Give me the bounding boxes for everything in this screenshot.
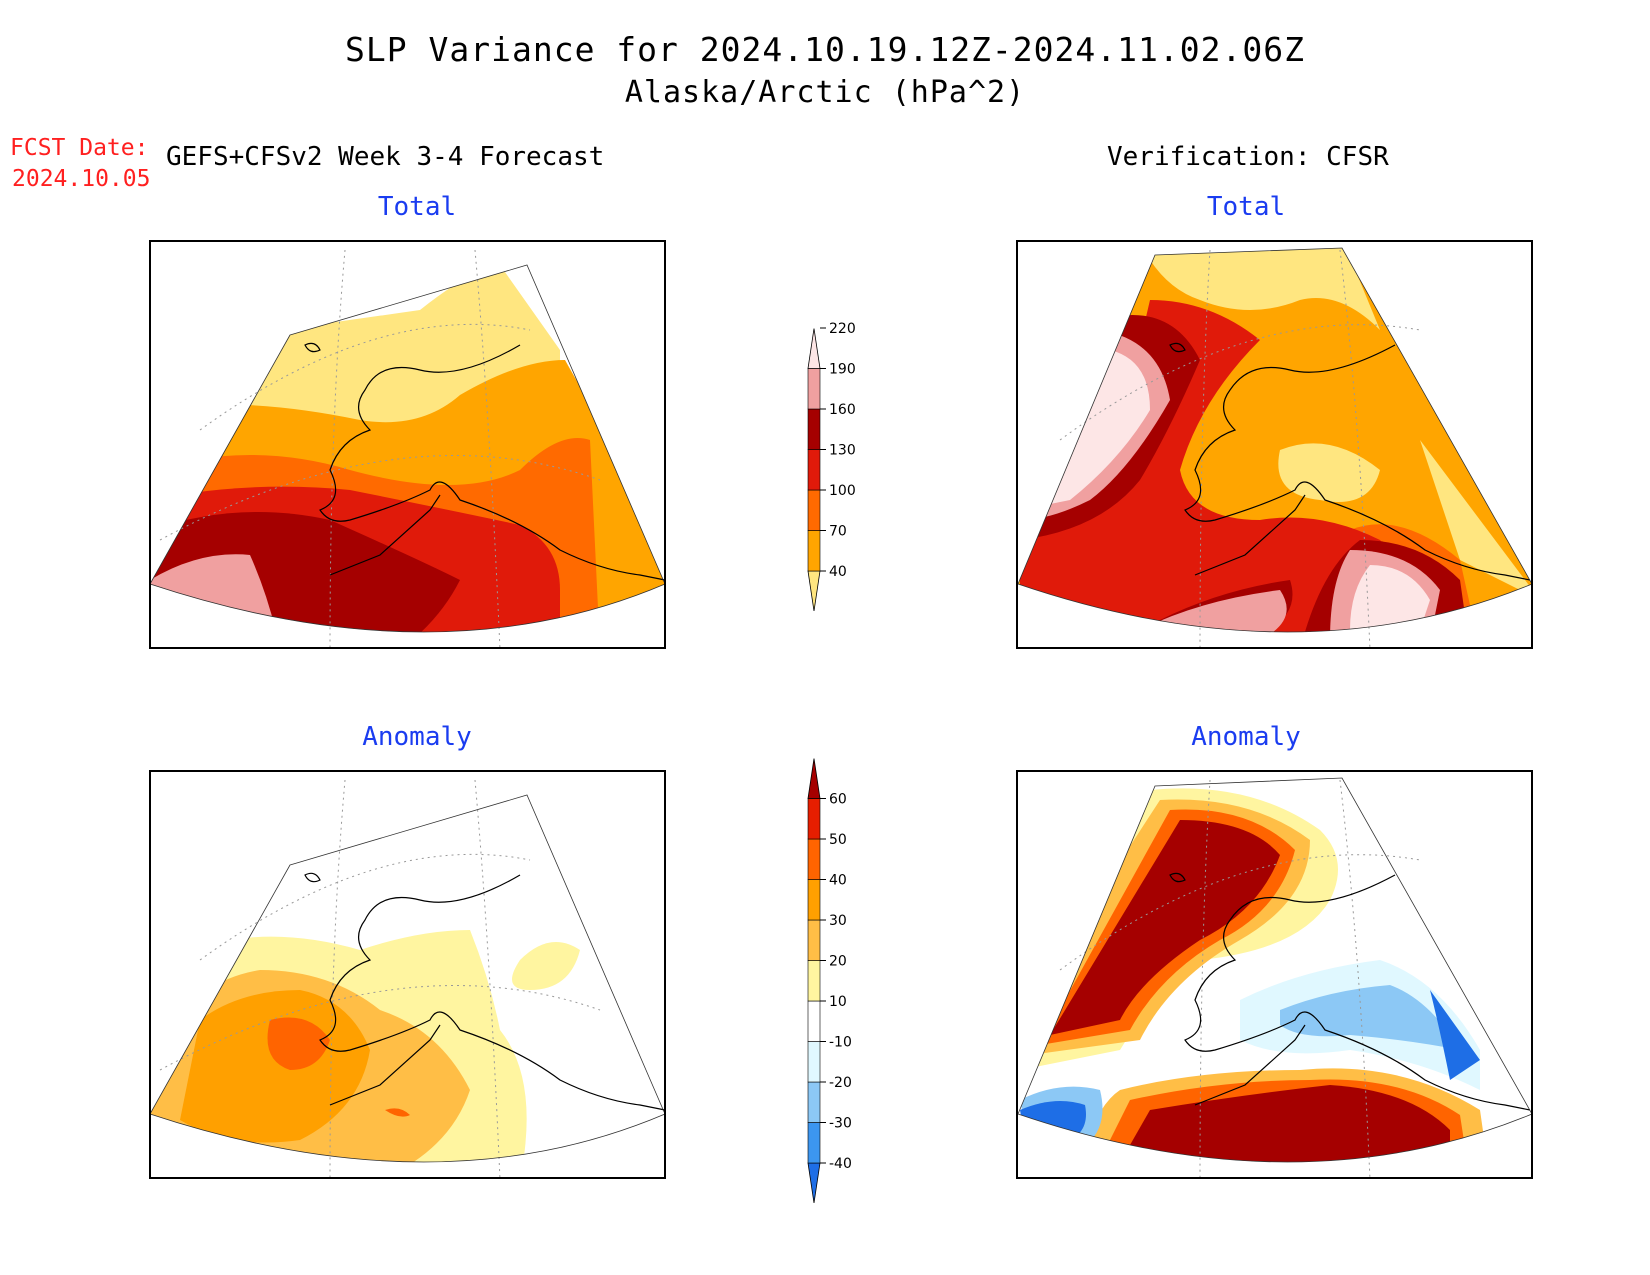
panel-frame [1016, 770, 1533, 1179]
colorbar-anomaly-tick-label: 30 [829, 913, 847, 929]
colorbar-anomaly-bin-9 [807, 798, 821, 840]
island-outline [1169, 342, 1186, 353]
colorbar-total-bin-1 [807, 530, 821, 572]
forecast-total-map [149, 240, 666, 651]
colorbar-anomaly-tick-label: -10 [829, 1035, 852, 1051]
contour-40-70 [1278, 443, 1380, 502]
colorbar-anomaly: -40 -30 -20 -10 10 20 30 40 50 60 [807, 758, 852, 1204]
island-outline [304, 872, 321, 883]
colorbar-total-bin-2 [807, 489, 821, 531]
contour-30-40 [180, 990, 370, 1143]
forecast-anomaly-map [149, 770, 666, 1181]
colorbar-total-tick-label: 220 [829, 321, 856, 337]
graticule-parallel [1059, 854, 1421, 971]
colorbar-total-tick-label: 40 [829, 564, 847, 580]
colorbar-anomaly-tick-label: 50 [829, 832, 847, 848]
panel-title-forecast-total: Total [377, 192, 457, 222]
verification-heading: Verification: CFSR [1107, 142, 1389, 172]
contour-10-20 [512, 942, 580, 990]
panel-frame [149, 770, 666, 1179]
map-domain-outline [149, 794, 666, 1163]
colorbar-anomaly-bin-4 [807, 1000, 821, 1042]
panel-title-verification-anomaly: Anomaly [1191, 722, 1301, 752]
forecast-heading: GEFS+CFSv2 Week 3-4 Forecast [166, 142, 605, 172]
contour-above-60 [1050, 820, 1280, 1035]
colorbar-anomaly-upper-arrow [807, 758, 821, 799]
colorbar-anomaly-bin-7 [807, 879, 821, 921]
graticule-parallel [199, 323, 531, 431]
map-domain-outline [149, 264, 666, 633]
colorbar-anomaly-tick-label: 10 [829, 994, 847, 1010]
contour-minus20-minus30 [1280, 985, 1460, 1050]
colorbar-total-tick-label: 70 [829, 524, 847, 540]
contour-40-70 [1150, 248, 1380, 330]
contour-below-minus40 [1020, 1101, 1086, 1140]
colorbar-anomaly-tick-label: 40 [829, 873, 847, 889]
colorbar-total-tick-label: 160 [829, 402, 856, 418]
panel-frame [149, 240, 666, 649]
contour-below-minus40 [1430, 990, 1480, 1080]
graticule-parallel [1059, 324, 1421, 441]
coastline-peninsula [329, 1024, 441, 1106]
coastline-peninsula [329, 494, 441, 576]
chart-title: SLP Variance for 2024.10.19.12Z-2024.11.… [345, 30, 1305, 69]
map-domain-outline [1017, 247, 1533, 633]
map-domain-outline [1017, 777, 1533, 1163]
colorbar-anomaly-tick-label: -40 [829, 1156, 852, 1172]
colorbar-total-bin-5 [807, 368, 821, 410]
colorbar-anomaly-bin-2 [807, 1081, 821, 1123]
chart-subtitle: Alaska/Arctic (hPa^2) [624, 75, 1026, 110]
graticule-parallel [159, 455, 601, 541]
panel-frame [1016, 240, 1533, 649]
verification-total-map [1016, 240, 1533, 651]
colorbar-anomaly-tick-label: -30 [829, 1116, 852, 1132]
colorbar-anomaly-tick-label: -20 [829, 1075, 852, 1091]
colorbar-total-bin-3 [807, 449, 821, 491]
colorbar-total-tick-label: 130 [829, 443, 856, 459]
colorbar-total-tick-label: 100 [829, 483, 856, 499]
colorbar-anomaly-bin-3 [807, 1041, 821, 1083]
graticule-parallel [199, 853, 531, 961]
coastline-peninsula [1194, 494, 1306, 576]
colorbar-anomaly-bin-1 [807, 1122, 821, 1164]
island-outline [1169, 872, 1186, 883]
coastline-peninsula [1194, 1024, 1306, 1106]
contour-40-70 [1420, 440, 1532, 600]
coastline [319, 874, 666, 1111]
colorbar-total-bin-4 [807, 408, 821, 450]
graticule-parallel [159, 985, 601, 1071]
colorbar-anomaly-tick-label: 60 [829, 792, 847, 808]
colorbar-total-lower-arrow [807, 570, 821, 612]
panel-title-verification-total: Total [1206, 192, 1286, 222]
island-outline [304, 342, 321, 353]
colorbar-total-upper-arrow [807, 328, 821, 369]
forecast-date-label: FCST Date: [10, 135, 149, 161]
contour-above-220 [1350, 565, 1430, 630]
colorbar-anomaly-bin-6 [807, 919, 821, 961]
colorbar-anomaly-tick-label: 20 [829, 954, 847, 970]
panel-title-forecast-anomaly: Anomaly [362, 722, 472, 752]
colorbar-anomaly-lower-arrow [807, 1162, 821, 1204]
colorbar-anomaly-bin-5 [807, 960, 821, 1002]
coastline [1184, 874, 1531, 1111]
verification-anomaly-map [1016, 770, 1533, 1181]
colorbar-anomaly-bin-8 [807, 838, 821, 880]
coastline [319, 344, 666, 581]
coastline [1184, 344, 1531, 581]
forecast-date-value: 2024.10.05 [12, 166, 151, 192]
contour-40-50 [267, 1017, 330, 1070]
contour-40-50 [385, 1108, 410, 1117]
colorbar-total-tick-label: 190 [829, 362, 856, 378]
colorbar-total: 40 70 100 130 160 190 220 [807, 321, 856, 612]
